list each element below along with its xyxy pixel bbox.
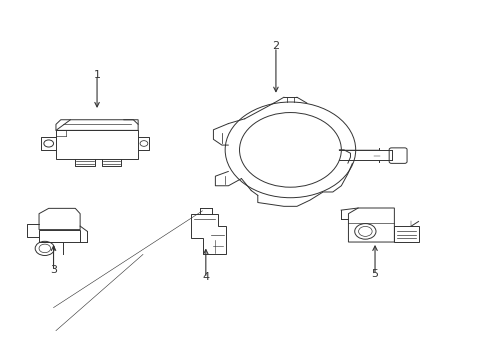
Text: 4: 4	[202, 272, 209, 282]
Text: 3: 3	[50, 265, 57, 275]
Text: 1: 1	[93, 70, 101, 80]
Text: 5: 5	[371, 269, 378, 279]
Text: 2: 2	[272, 41, 279, 51]
